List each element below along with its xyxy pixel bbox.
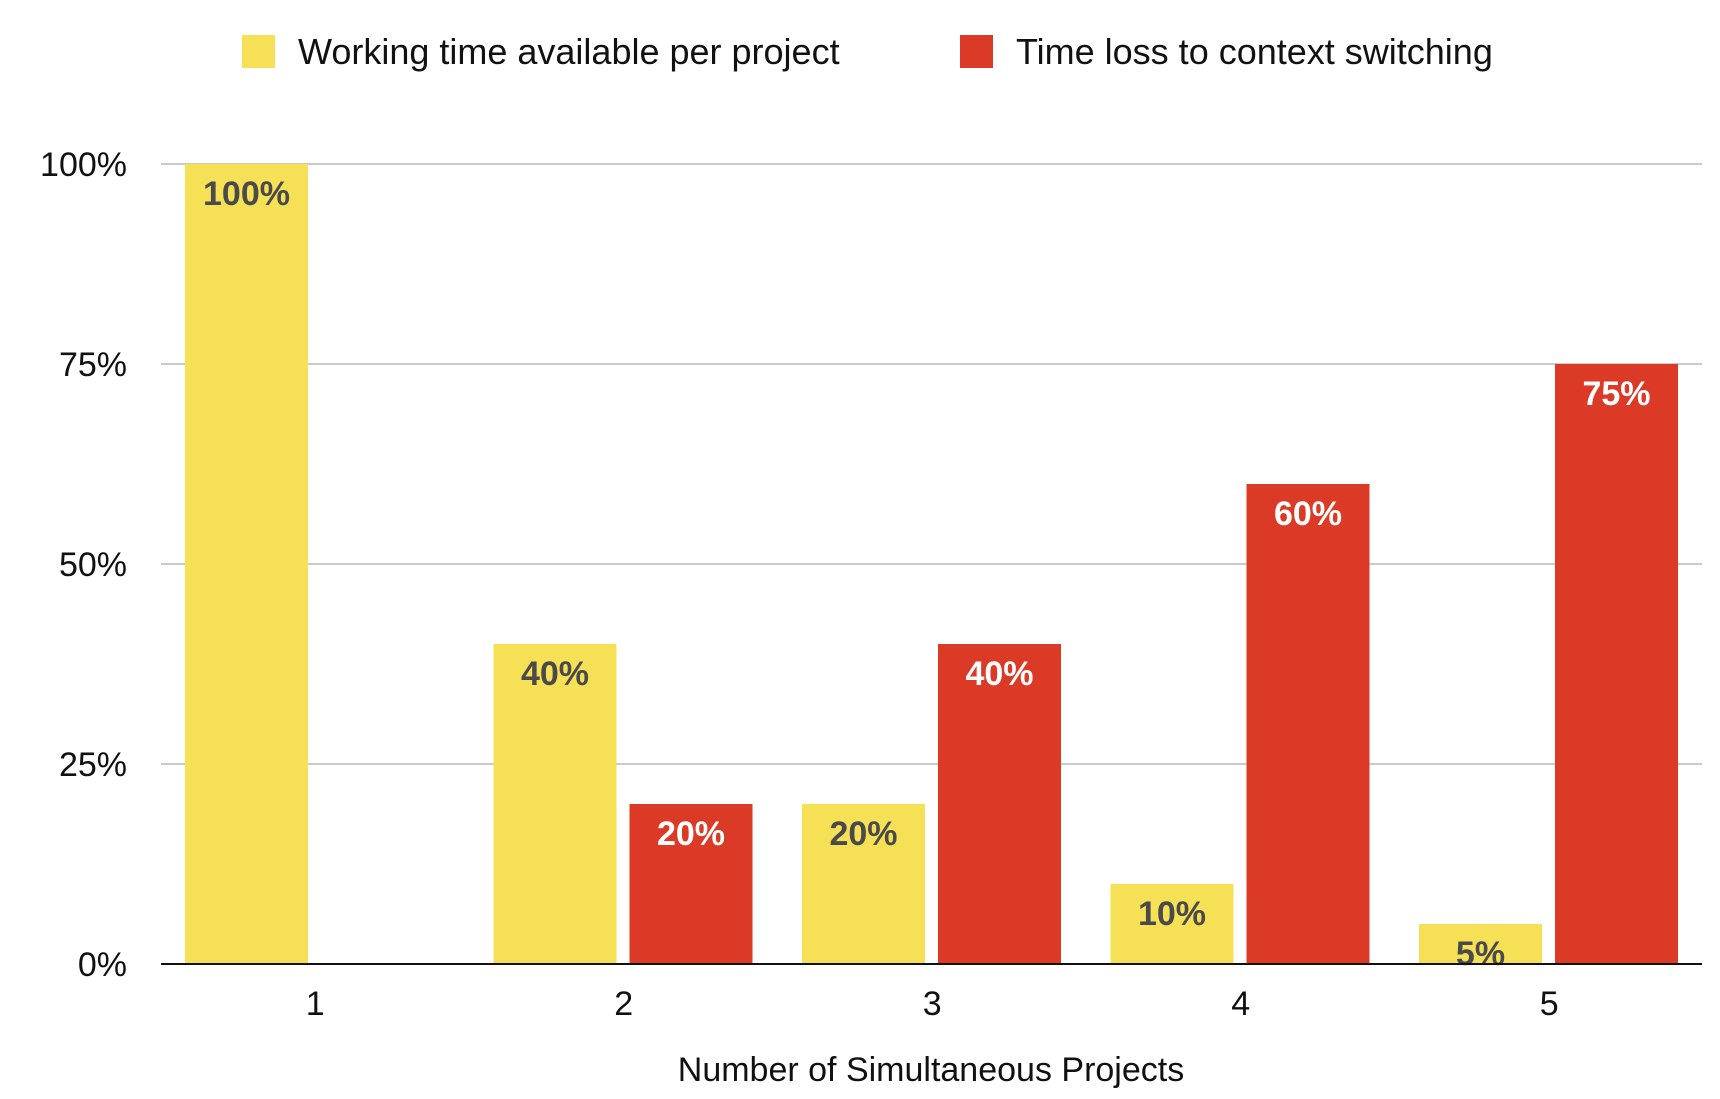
bar-series-1-category-5 (1419, 924, 1542, 964)
bar-series-1-category-2 (493, 644, 617, 964)
y-tick-label: 25% (59, 746, 127, 784)
data-label: 20% (657, 815, 725, 853)
data-labels: 100% 40% 20% 10% 5% 20% 40% 60% 75% (203, 175, 1651, 973)
y-tick-label: 75% (59, 346, 127, 384)
legend: Working time available per project Time l… (242, 31, 1493, 72)
bar-series-2-category-2 (629, 804, 753, 964)
bar-series-2-category-3 (938, 644, 1061, 964)
data-label: 5% (1456, 935, 1505, 973)
data-label: 10% (1138, 895, 1206, 933)
y-tick-label: 50% (59, 546, 127, 584)
y-axis-ticks: 0% 25% 50% 75% 100% (40, 146, 127, 984)
legend-swatch (242, 35, 275, 68)
x-tick-label: 3 (923, 985, 942, 1023)
data-label: 40% (521, 655, 589, 693)
bar-series-2-category-5 (1555, 364, 1678, 964)
x-axis-title: Number of Simultaneous Projects (678, 1051, 1184, 1089)
data-label: 60% (1274, 495, 1342, 533)
legend-label: Time loss to context switching (1016, 31, 1493, 72)
x-tick-label: 2 (614, 985, 633, 1023)
x-tick-label: 1 (306, 985, 325, 1023)
x-axis-ticks: 1 2 3 4 5 (306, 985, 1559, 1023)
bar-series-2-category-4 (1246, 484, 1370, 964)
bars (185, 164, 1678, 964)
data-label: 100% (203, 175, 290, 213)
bar-series-1-category-3 (802, 804, 925, 964)
data-label: 20% (829, 815, 897, 853)
y-tick-label: 100% (40, 146, 127, 184)
legend-label: Working time available per project (298, 31, 840, 72)
data-label: 75% (1582, 375, 1650, 413)
x-tick-label: 5 (1540, 985, 1559, 1023)
data-label: 40% (965, 655, 1033, 693)
x-tick-label: 4 (1231, 985, 1250, 1023)
y-tick-label: 0% (78, 946, 127, 984)
bar-series-1-category-1 (185, 164, 308, 964)
bar-series-1-category-4 (1110, 884, 1234, 964)
legend-swatch (960, 35, 993, 68)
gridlines (161, 163, 1702, 765)
